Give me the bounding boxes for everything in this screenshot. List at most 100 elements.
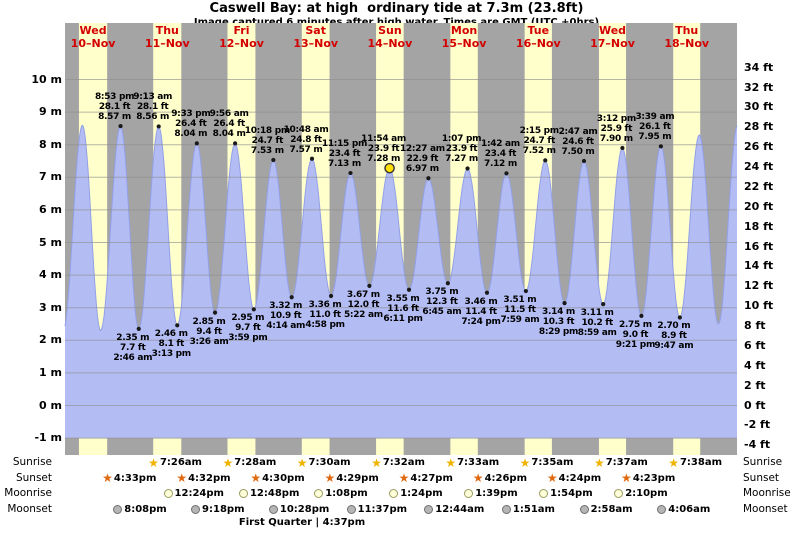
moonset-icon — [346, 504, 356, 514]
tide-annotation-high: 3:12 pm 25.9 ft 7.90 m — [596, 113, 637, 144]
tide-annotation-low: 3.36 m 11.0 ft 4:58 pm — [305, 299, 345, 330]
y-axis-label-ft: 6 ft — [744, 338, 766, 352]
sunrise-time: 7:30am — [308, 457, 351, 468]
moonrise-time: 1:08pm — [325, 488, 368, 499]
y-axis-label-ft: 10 ft — [744, 299, 774, 313]
tide-extreme-dot — [289, 295, 294, 300]
y-axis-label-m: 6 m — [39, 202, 62, 216]
tide-annotation-high: 1:42 am 23.4 ft 7.12 m — [481, 139, 520, 170]
moonset-time: 9:18pm — [202, 503, 245, 515]
moonrise-icon — [314, 489, 324, 498]
day-label: Wed 10–Nov — [70, 24, 116, 50]
moonset-icon — [191, 504, 201, 514]
y-axis-label-m: 9 m — [39, 105, 62, 119]
y-axis-label-m: -1 m — [34, 431, 62, 445]
moonrise-entry: 12:48pm — [238, 487, 300, 500]
tide-extreme-dot — [251, 307, 256, 312]
moonset-label-right: Moonset — [743, 502, 788, 515]
sunrise-entry: ★ 7:28am — [222, 456, 276, 469]
moonset-icon — [501, 504, 511, 514]
sunset-time: 4:33pm — [113, 472, 157, 484]
y-axis-label-ft: 22 ft — [744, 179, 774, 193]
tide-extreme-dot — [367, 283, 372, 288]
moonrise-label-right: Moonrise — [743, 487, 791, 499]
moonrise-icon — [464, 489, 474, 498]
sunrise-icon: ★ — [148, 455, 159, 470]
sunset-entry: ★ 4:30pm — [250, 472, 304, 485]
sunset-time: 4:26pm — [484, 472, 528, 484]
tide-extreme-dot — [406, 287, 412, 292]
sunset-time: 4:29pm — [336, 472, 379, 484]
moonset-entry: 9:18pm — [191, 503, 245, 516]
tide-extreme-dot — [658, 144, 663, 149]
moonset-time: 8:08pm — [124, 503, 167, 515]
sunset-time: 4:23pm — [632, 472, 676, 484]
moonset-entry: 4:06am — [657, 503, 710, 516]
chart-title: Caswell Bay: at high ordinary tide at 7.… — [209, 1, 584, 16]
y-axis-label-ft: 24 ft — [744, 160, 774, 174]
day-label: Sat 13–Nov — [293, 24, 339, 50]
y-axis-label-ft: 34 ft — [744, 60, 774, 74]
y-axis-label-m: 0 m — [39, 398, 62, 412]
tide-annotation-high: 2:15 pm 24.7 ft 7.52 m — [519, 126, 560, 157]
tide-annotation-high: 1:07 pm 23.9 ft 7.27 m — [441, 134, 482, 165]
day-label: Tue 16–Nov — [515, 24, 561, 50]
current-tide-marker — [384, 162, 395, 174]
tide-annotation-low: 3.51 m 11.5 ft 7:59 am — [500, 295, 540, 326]
tide-extreme-dot — [639, 313, 644, 318]
tide-annotation-low: 3.55 m 11.6 ft 6:11 pm — [383, 293, 423, 324]
sunrise-entry: ★ 7:26am — [148, 456, 202, 469]
tide-annotation-high: 8:53 pm 28.1 ft 8.57 m — [94, 92, 135, 123]
sunrise-entry: ★ 7:37am — [594, 456, 648, 469]
tide-extreme-dot — [562, 301, 567, 306]
sunrise-label-left: Sunrise — [12, 456, 52, 468]
tide-extreme-dot — [465, 166, 470, 171]
sunset-entry: ★ 4:33pm — [102, 472, 156, 485]
day-label: Thu 18–Nov — [664, 24, 710, 50]
y-axis-label-ft: 18 ft — [744, 219, 774, 233]
tide-annotation-low: 2.95 m 9.7 ft 3:59 pm — [228, 313, 268, 344]
sunrise-icon: ★ — [445, 455, 457, 470]
sunrise-icon: ★ — [296, 455, 308, 470]
sunset-entry: ★ 4:27pm — [399, 472, 453, 485]
moonset-entry: 8:08pm — [113, 503, 167, 516]
moonset-icon — [268, 504, 278, 514]
sunset-time: 4:30pm — [262, 472, 305, 484]
moonrise-time: 1:24pm — [400, 488, 443, 499]
tide-extreme-dot — [136, 326, 141, 331]
sunrise-time: 7:32am — [382, 457, 425, 468]
tide-annotation-high: 9:33 pm 26.4 ft 8.04 m — [171, 109, 211, 140]
moonset-entry: 11:37pm — [346, 503, 407, 516]
y-axis-label-m: 10 m — [31, 72, 62, 86]
y-axis-label-ft: 26 ft — [744, 140, 774, 154]
sunrise-entry: ★ 7:38am — [668, 456, 722, 469]
moonrise-time: 12:48pm — [249, 488, 300, 499]
sunset-icon: ★ — [324, 471, 336, 485]
moonrise-icon — [614, 489, 624, 498]
tide-annotation-low: 3.14 m 10.3 ft 8:29 pm — [538, 307, 579, 338]
sunset-entry: ★ 4:24pm — [547, 472, 601, 485]
y-axis-label-m: 2 m — [39, 333, 62, 347]
moonset-entry: 2:58am — [579, 503, 633, 516]
tide-extreme-dot — [309, 156, 315, 161]
y-axis-label-ft: 30 ft — [744, 100, 774, 114]
tide-annotation-low: 2.46 m 8.1 ft 3:13 pm — [151, 329, 192, 360]
tide-annotation-low: 2.85 m 9.4 ft 3:26 am — [189, 316, 229, 347]
y-axis-label-m: 4 m — [39, 268, 62, 282]
sunset-time: 4:27pm — [410, 472, 453, 484]
tide-annotation-high: 10:48 am 24.8 ft 7.57 m — [283, 124, 329, 155]
moonset-time: 12:44am — [435, 503, 485, 515]
tide-annotation-low: 2.35 m 7.7 ft 2:46 am — [113, 332, 153, 363]
moonset-icon — [579, 504, 589, 514]
y-axis-label-m: 8 m — [39, 137, 62, 151]
sunrise-label-right: Sunrise — [743, 456, 783, 468]
moonrise-icon — [539, 489, 549, 498]
tide-extreme-dot — [445, 281, 450, 286]
sunset-entry: ★ 4:29pm — [325, 472, 379, 485]
tide-extreme-dot — [271, 157, 276, 163]
y-axis-label-ft: 16 ft — [744, 239, 774, 253]
y-axis-label-ft: 0 ft — [744, 398, 766, 412]
day-label: Thu 11–Nov — [144, 24, 190, 50]
sunrise-time: 7:33am — [457, 457, 500, 468]
